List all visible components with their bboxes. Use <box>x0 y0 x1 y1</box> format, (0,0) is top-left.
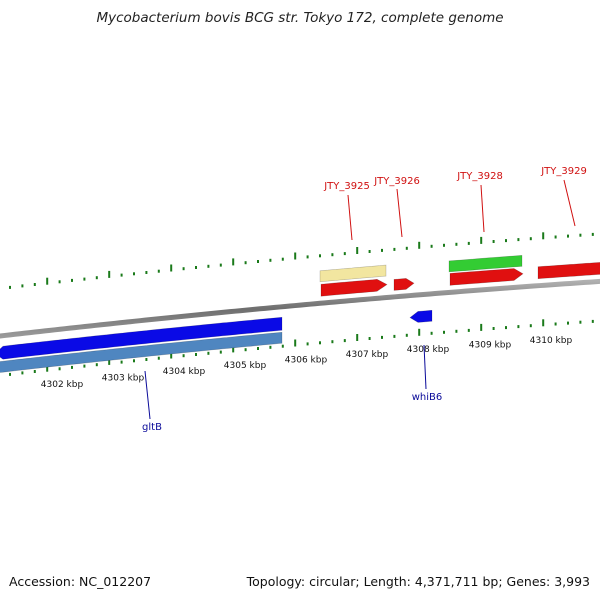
tick-label: 4306 kbp <box>285 356 328 366</box>
outer-tick-track <box>9 232 594 289</box>
gene-gltB-leader <box>144 370 151 420</box>
forward-gene-JTY_3925 <box>319 264 387 283</box>
tick-label: 4309 kbp <box>469 340 512 350</box>
genome-backbone <box>0 278 600 339</box>
inner-tick-track <box>9 319 594 376</box>
gene-JTY_3925-leader <box>347 194 353 241</box>
genome-title: Mycobacterium bovis BCG str. Tokyo 172, … <box>96 10 504 26</box>
genome-summary: Topology: circular; Length: 4,371,711 bp… <box>246 574 590 589</box>
gene-whiB6-label: whiB6 <box>412 392 443 403</box>
forward-cds-JTY_3928 <box>449 268 524 286</box>
forward-feature-JTY_3928 <box>448 255 523 273</box>
forward-cds-JTY_3929 <box>537 262 600 280</box>
gene-gltB-label: gltB <box>142 422 162 433</box>
tick-label: 4305 kbp <box>224 361 267 371</box>
gene-JTY_3925-label: JTY_3925 <box>323 181 370 192</box>
tick-label: 4302 kbp <box>41 380 84 390</box>
tick-label: 4307 kbp <box>346 350 389 360</box>
gene-JTY_3929-leader <box>563 179 576 227</box>
tick-label: 4303 kbp <box>102 374 145 384</box>
forward-cds-JTY_3926 <box>393 278 415 291</box>
gene-JTY_3928-label: JTY_3928 <box>456 171 503 182</box>
feature-track <box>0 255 600 373</box>
gene-JTY_3929-label: JTY_3929 <box>540 166 587 177</box>
gene-label-group: JTY_3925 JTY_3926 JTY_3928 JTY_3929 whiB6 glt… <box>142 166 587 433</box>
reverse-gene-gltB <box>0 331 283 373</box>
gene-JTY_3926-label: JTY_3926 <box>373 176 420 187</box>
gene-JTY_3928-leader <box>480 184 485 233</box>
reverse-cds-gltB <box>0 316 283 360</box>
reverse-cds-whiB6 <box>409 309 433 323</box>
tick-label-group: 4302 kbp 4303 kbp 4304 kbp 4305 kbp 4306 kbp… <box>41 336 573 390</box>
gene-whiB6-leader <box>423 344 427 390</box>
tick-label: 4308 kbp <box>407 345 450 355</box>
tick-label: 4310 kbp <box>530 336 573 346</box>
accession-label: Accession: NC_012207 <box>9 574 152 589</box>
gene-JTY_3926-leader <box>396 188 403 238</box>
tick-label: 4304 kbp <box>163 367 206 377</box>
forward-cds-JTY_3925 <box>320 278 388 297</box>
